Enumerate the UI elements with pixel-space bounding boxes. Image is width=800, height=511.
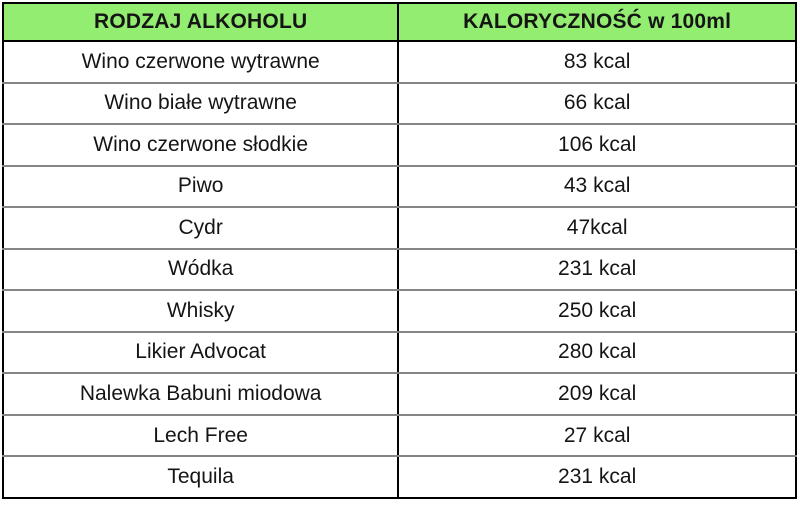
table-row: Wódka 231 kcal — [1, 247, 797, 292]
calories-cell: 250 kcal — [397, 289, 797, 333]
alcohol-type-cell: Likier Advocat — [1, 330, 400, 375]
calories-cell: 43 kcal — [397, 164, 797, 209]
table-row: Tequila 231 kcal — [1, 455, 797, 499]
table-row: Nalewka Babuni miodowa 209 kcal — [1, 372, 797, 416]
alcohol-type-cell: Whisky — [1, 289, 400, 333]
alcohol-type-cell: Tequila — [1, 455, 400, 499]
table-row: Piwo 43 kcal — [1, 164, 797, 209]
alcohol-calories-table: RODZAJ ALKOHOLU KALORYCZNOŚĆ w 100ml Win… — [1, 2, 797, 499]
alcohol-type-cell: Piwo — [1, 164, 400, 209]
alcohol-type-cell: Wino białe wytrawne — [1, 81, 400, 126]
calories-cell: 209 kcal — [397, 372, 797, 416]
calories-cell: 47kcal — [397, 206, 797, 250]
table-row: Lech Free 27 kcal — [1, 413, 797, 458]
calories-cell: 280 kcal — [397, 330, 797, 375]
header-row: RODZAJ ALKOHOLU KALORYCZNOŚĆ w 100ml — [1, 2, 797, 42]
table-body: Wino czerwone wytrawne 83 kcal Wino biał… — [1, 40, 797, 499]
table-row: Whisky 250 kcal — [1, 289, 797, 333]
alcohol-type-cell: Wino czerwone wytrawne — [1, 40, 400, 84]
alcohol-type-cell: Nalewka Babuni miodowa — [1, 372, 400, 416]
alcohol-type-cell: Wino czerwone słodkie — [1, 123, 400, 167]
calories-cell: 231 kcal — [397, 455, 797, 499]
alcohol-type-cell: Cydr — [1, 206, 400, 250]
table-header: RODZAJ ALKOHOLU KALORYCZNOŚĆ w 100ml — [1, 2, 797, 42]
table-row: Wino czerwone słodkie 106 kcal — [1, 123, 797, 167]
calories-cell: 83 kcal — [397, 40, 797, 84]
table-row: Cydr 47kcal — [1, 206, 797, 250]
calories-cell: 231 kcal — [397, 247, 797, 292]
alcohol-type-cell: Lech Free — [1, 413, 400, 458]
calories-cell: 66 kcal — [397, 81, 797, 126]
table-row: Wino białe wytrawne 66 kcal — [1, 81, 797, 126]
calories-cell: 106 kcal — [397, 123, 797, 167]
header-cell-calories: KALORYCZNOŚĆ w 100ml — [397, 2, 797, 42]
table-row: Likier Advocat 280 kcal — [1, 330, 797, 375]
calories-cell: 27 kcal — [397, 413, 797, 458]
table-row: Wino czerwone wytrawne 83 kcal — [1, 40, 797, 84]
header-cell-alcohol-type: RODZAJ ALKOHOLU — [1, 2, 400, 42]
alcohol-type-cell: Wódka — [1, 247, 400, 292]
